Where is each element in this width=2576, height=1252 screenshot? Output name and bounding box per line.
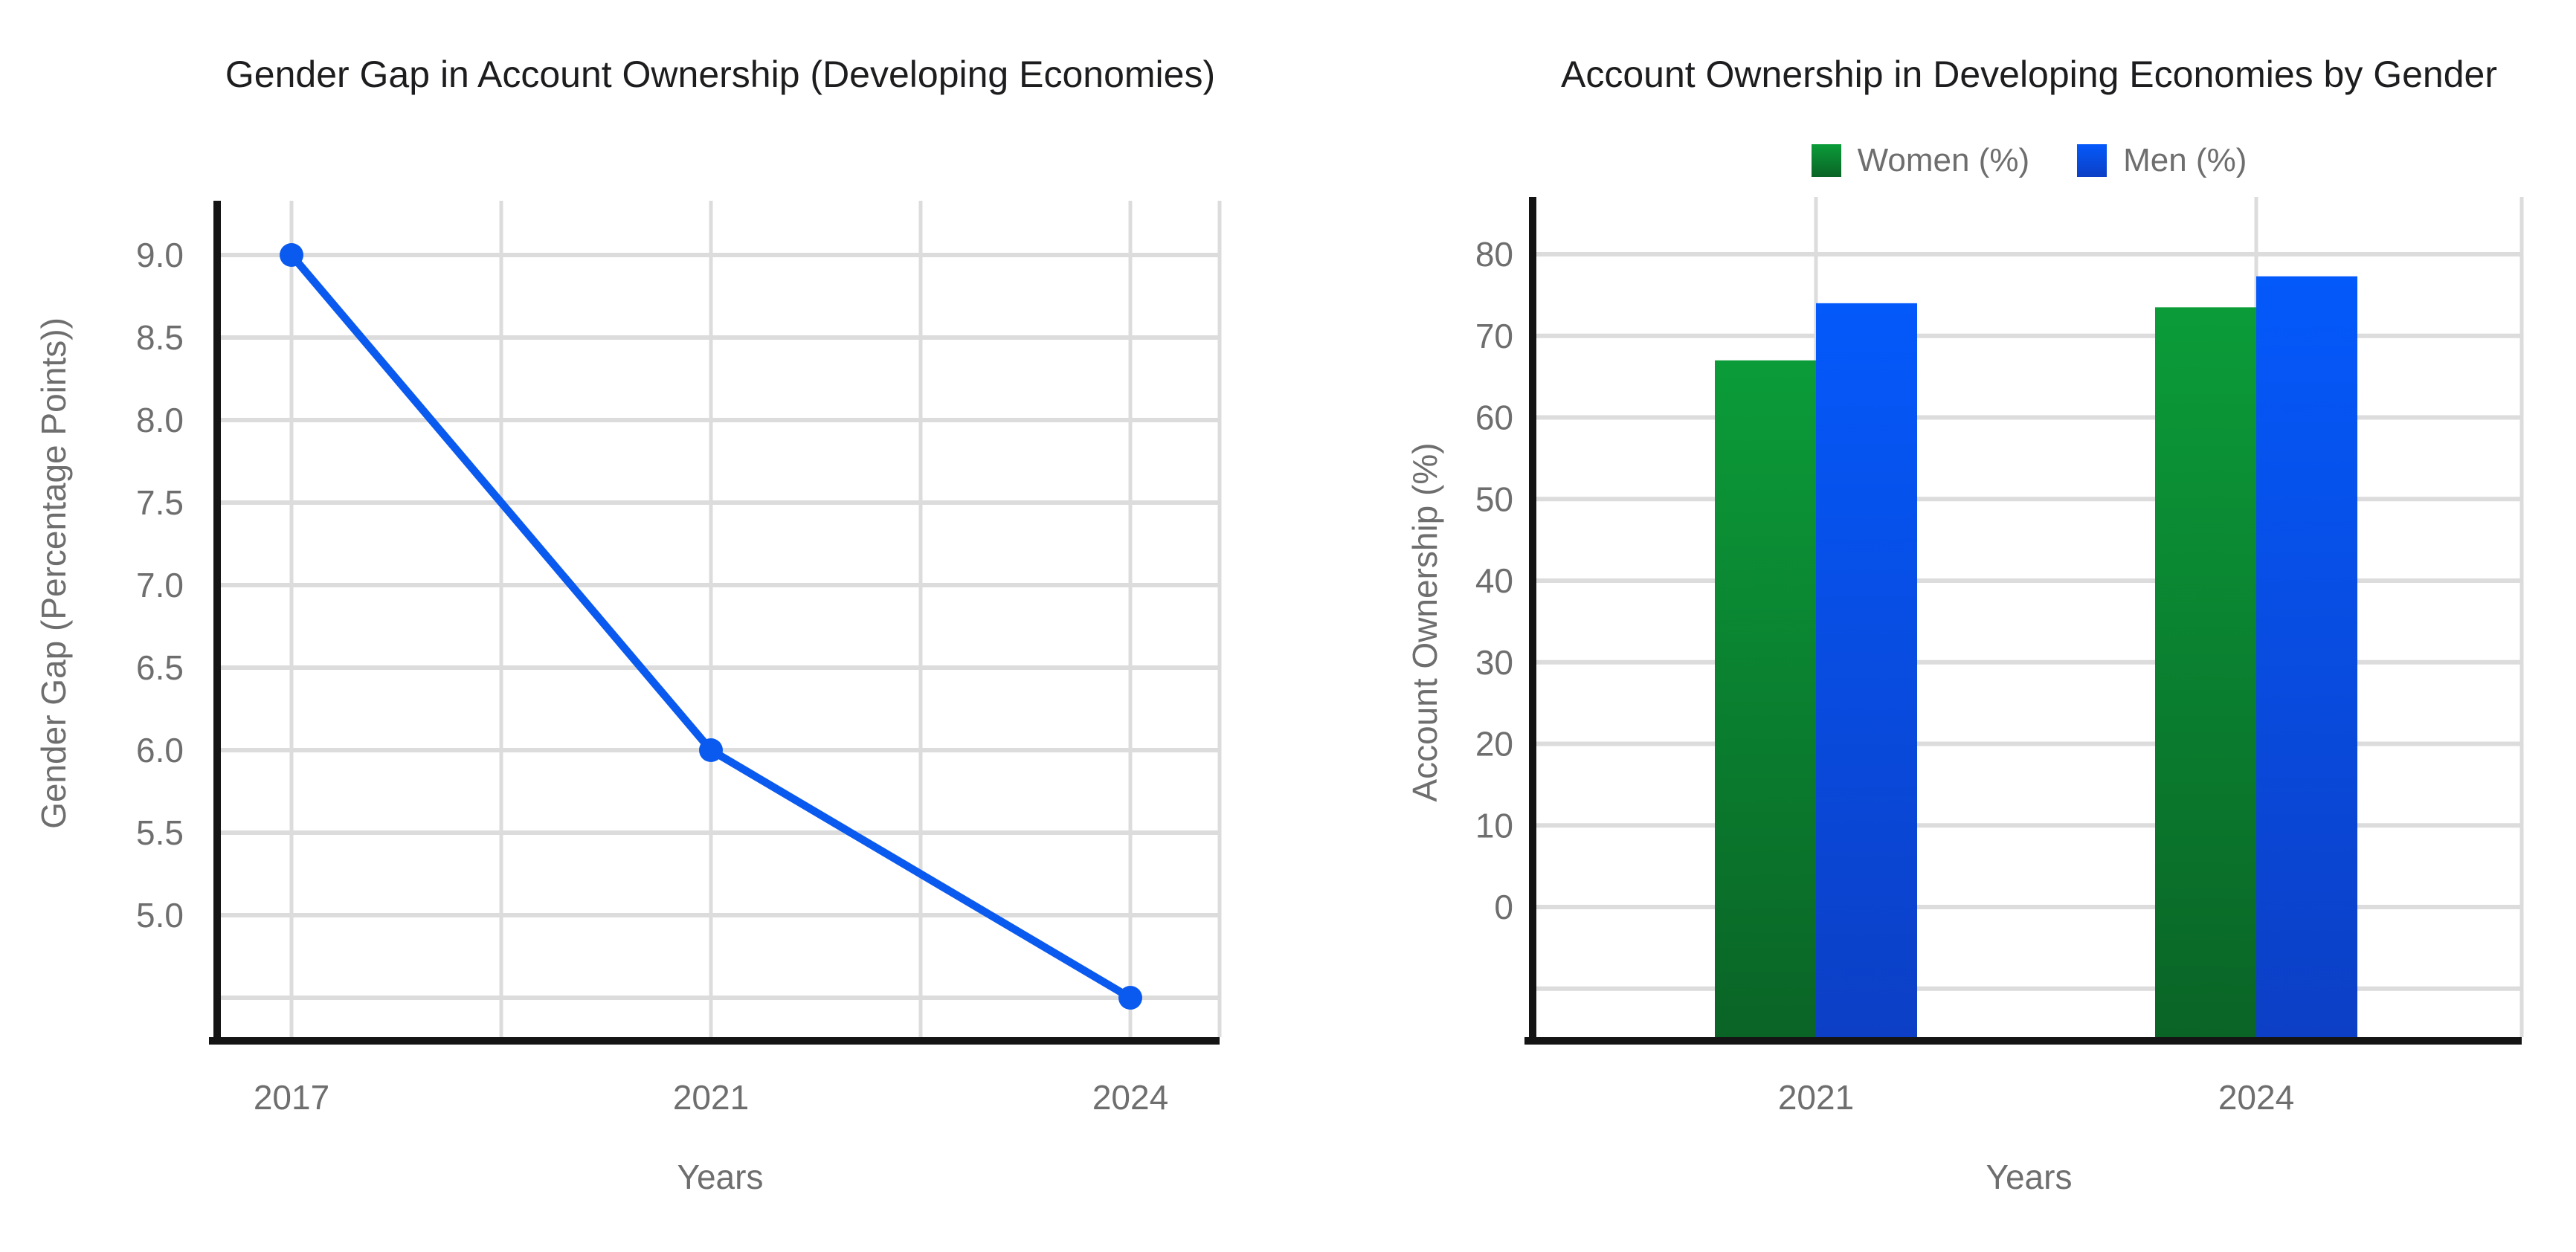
y-tick-label: 0 <box>1494 888 1513 926</box>
legend-item-men: Men (%) <box>2077 142 2247 179</box>
data-point-2021 <box>699 738 723 762</box>
y-tick-label: 5.0 <box>136 896 184 935</box>
legend-item-women: Women (%) <box>1811 142 2030 179</box>
bar-women-2021 <box>1715 360 1816 1037</box>
y-tick-label: 8.5 <box>136 318 184 357</box>
line-chart-title: Gender Gap in Account Ownership (Develop… <box>225 54 1216 95</box>
x-tick-label: 2024 <box>1092 1078 1168 1117</box>
line-chart-plot: 9.0 8.5 8.0 7.5 7.0 6.5 6.0 5.5 5.0 2017 2021 2024 <box>136 201 1222 1117</box>
legend-label: Women (%) <box>1857 142 2030 178</box>
x-tick-label: 2021 <box>673 1078 749 1117</box>
line-chart-x-axis-label: Years <box>677 1158 764 1196</box>
line-chart-panel: Gender Gap in Account Ownership (Develop… <box>34 54 1222 1196</box>
bar-men-2024 <box>2256 276 2357 1037</box>
x-tick-label: 2017 <box>254 1078 329 1117</box>
x-tick-label: 2024 <box>2218 1078 2294 1117</box>
bar-men-2021 <box>1816 303 1917 1038</box>
legend: Women (%) Men (%) <box>1536 142 2522 179</box>
y-tick-label: 7.5 <box>136 483 184 522</box>
y-tick-label: 20 <box>1475 725 1513 764</box>
bar-chart-plot: 80 70 60 50 40 30 20 10 0 2021 2024 <box>1475 197 2524 1117</box>
x-axis-line <box>209 1037 1220 1045</box>
bar-women-2024 <box>2155 307 2256 1037</box>
y-tick-label: 10 <box>1475 806 1513 845</box>
bar-chart-x-axis-label: Years <box>1986 1158 2073 1196</box>
y-tick-label: 5.5 <box>136 813 184 852</box>
y-tick-label: 7.0 <box>136 566 184 604</box>
x-tick-label: 2021 <box>1778 1078 1854 1117</box>
legend-swatch-icon <box>1811 144 1841 177</box>
y-tick-label: 6.5 <box>136 648 184 687</box>
legend-swatch-icon <box>2077 144 2108 177</box>
y-tick-label: 6.0 <box>136 731 184 769</box>
y-tick-label: 40 <box>1475 561 1513 600</box>
y-tick-label: 9.0 <box>136 236 184 274</box>
data-point-2024 <box>1118 986 1142 1010</box>
data-point-2017 <box>280 243 303 267</box>
y-tick-label: 8.0 <box>136 401 184 439</box>
legend-label: Men (%) <box>2123 142 2247 178</box>
y-tick-label: 50 <box>1475 480 1513 518</box>
y-axis-line <box>213 201 221 1045</box>
bar-chart-title: Account Ownership in Developing Economie… <box>1560 54 2497 95</box>
bar-chart-panel: Account Ownership in Developing Economie… <box>1288 0 2576 1252</box>
y-tick-label: 80 <box>1475 235 1513 274</box>
y-tick-label: 70 <box>1475 317 1513 355</box>
y-axis-line <box>1529 197 1536 1045</box>
y-tick-label: 60 <box>1475 398 1513 437</box>
y-tick-label: 30 <box>1475 643 1513 682</box>
x-axis-line <box>1524 1037 2522 1045</box>
